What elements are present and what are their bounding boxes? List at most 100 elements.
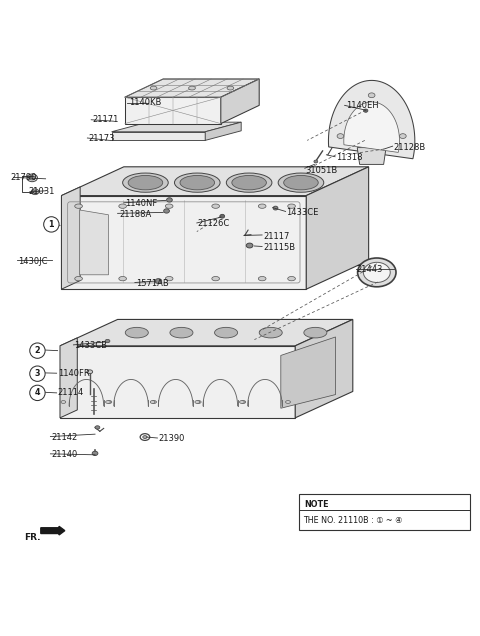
Polygon shape xyxy=(80,210,108,275)
Text: 21117: 21117 xyxy=(263,232,289,241)
Ellipse shape xyxy=(337,134,344,139)
Text: 1140KB: 1140KB xyxy=(129,99,161,107)
Text: 21171: 21171 xyxy=(93,115,119,124)
Ellipse shape xyxy=(226,173,272,192)
Ellipse shape xyxy=(215,328,238,338)
FancyArrow shape xyxy=(41,527,65,535)
Text: 1140EH: 1140EH xyxy=(346,101,378,110)
Text: 21390: 21390 xyxy=(158,434,185,443)
Ellipse shape xyxy=(155,279,162,284)
Polygon shape xyxy=(357,148,386,164)
Text: 3: 3 xyxy=(35,369,40,378)
Ellipse shape xyxy=(119,277,127,281)
Ellipse shape xyxy=(61,401,66,403)
Ellipse shape xyxy=(399,134,406,139)
Ellipse shape xyxy=(123,173,168,192)
Text: FR.: FR. xyxy=(24,534,40,543)
Polygon shape xyxy=(125,97,221,123)
Text: 31051B: 31051B xyxy=(306,165,338,175)
Ellipse shape xyxy=(95,425,100,429)
Ellipse shape xyxy=(304,328,327,338)
Polygon shape xyxy=(328,80,415,159)
Polygon shape xyxy=(295,319,353,418)
FancyBboxPatch shape xyxy=(299,494,470,530)
Text: 21142: 21142 xyxy=(51,432,78,441)
Polygon shape xyxy=(111,132,205,141)
Polygon shape xyxy=(60,338,77,418)
Polygon shape xyxy=(281,337,336,408)
Text: 21126C: 21126C xyxy=(198,219,230,228)
Ellipse shape xyxy=(150,401,155,403)
Ellipse shape xyxy=(167,198,172,202)
Polygon shape xyxy=(60,346,295,418)
Polygon shape xyxy=(111,122,241,132)
Ellipse shape xyxy=(196,401,201,403)
Ellipse shape xyxy=(212,204,219,209)
Ellipse shape xyxy=(258,204,266,209)
Circle shape xyxy=(30,385,45,401)
Ellipse shape xyxy=(180,176,215,190)
Ellipse shape xyxy=(259,328,282,338)
Text: 21790: 21790 xyxy=(11,174,37,183)
Ellipse shape xyxy=(92,451,98,455)
Text: 21443: 21443 xyxy=(357,265,383,275)
Text: 1: 1 xyxy=(48,220,54,229)
Ellipse shape xyxy=(107,401,112,403)
Ellipse shape xyxy=(212,277,219,281)
Text: NOTE: NOTE xyxy=(304,501,329,509)
Polygon shape xyxy=(60,319,353,346)
Ellipse shape xyxy=(33,190,37,193)
Polygon shape xyxy=(306,167,369,289)
Ellipse shape xyxy=(273,206,278,210)
Ellipse shape xyxy=(170,328,193,338)
Ellipse shape xyxy=(232,176,266,190)
Ellipse shape xyxy=(27,174,37,182)
Ellipse shape xyxy=(364,109,368,113)
Ellipse shape xyxy=(75,204,83,209)
Text: 2: 2 xyxy=(35,346,40,355)
Text: 1433CB: 1433CB xyxy=(74,342,108,350)
Ellipse shape xyxy=(240,401,244,403)
Ellipse shape xyxy=(75,277,83,281)
Ellipse shape xyxy=(363,262,390,282)
Circle shape xyxy=(30,343,45,358)
Text: 1571AB: 1571AB xyxy=(136,279,168,288)
Text: 1430JC: 1430JC xyxy=(18,257,48,266)
Text: 21114: 21114 xyxy=(58,389,84,398)
Text: 21031: 21031 xyxy=(29,187,55,197)
Polygon shape xyxy=(221,79,259,123)
Ellipse shape xyxy=(258,277,266,281)
Text: 4: 4 xyxy=(35,389,40,398)
Ellipse shape xyxy=(358,258,396,287)
Text: 21188A: 21188A xyxy=(119,210,151,219)
Ellipse shape xyxy=(227,86,234,90)
Ellipse shape xyxy=(278,173,324,192)
Ellipse shape xyxy=(87,370,93,374)
Circle shape xyxy=(30,366,45,382)
Ellipse shape xyxy=(31,189,39,195)
Ellipse shape xyxy=(105,340,110,343)
Ellipse shape xyxy=(195,401,200,403)
Ellipse shape xyxy=(29,176,36,180)
Ellipse shape xyxy=(189,86,195,90)
Text: 21173: 21173 xyxy=(89,134,115,143)
Text: 1140NF: 1140NF xyxy=(125,199,157,208)
Text: 1433CE: 1433CE xyxy=(287,208,319,217)
Circle shape xyxy=(44,217,59,232)
Ellipse shape xyxy=(119,204,127,209)
Ellipse shape xyxy=(125,328,148,338)
Text: THE NO. 21110B : ① ~ ④: THE NO. 21110B : ① ~ ④ xyxy=(303,516,403,525)
Text: 21128B: 21128B xyxy=(394,142,426,151)
Polygon shape xyxy=(61,196,306,289)
Ellipse shape xyxy=(175,173,220,192)
Ellipse shape xyxy=(368,93,375,98)
Text: 1140FR: 1140FR xyxy=(58,369,89,378)
Polygon shape xyxy=(61,187,80,289)
Ellipse shape xyxy=(150,86,157,90)
Ellipse shape xyxy=(165,204,173,209)
Ellipse shape xyxy=(286,401,290,403)
Ellipse shape xyxy=(284,176,318,190)
Polygon shape xyxy=(344,102,399,153)
Ellipse shape xyxy=(165,277,173,281)
Polygon shape xyxy=(61,167,369,196)
